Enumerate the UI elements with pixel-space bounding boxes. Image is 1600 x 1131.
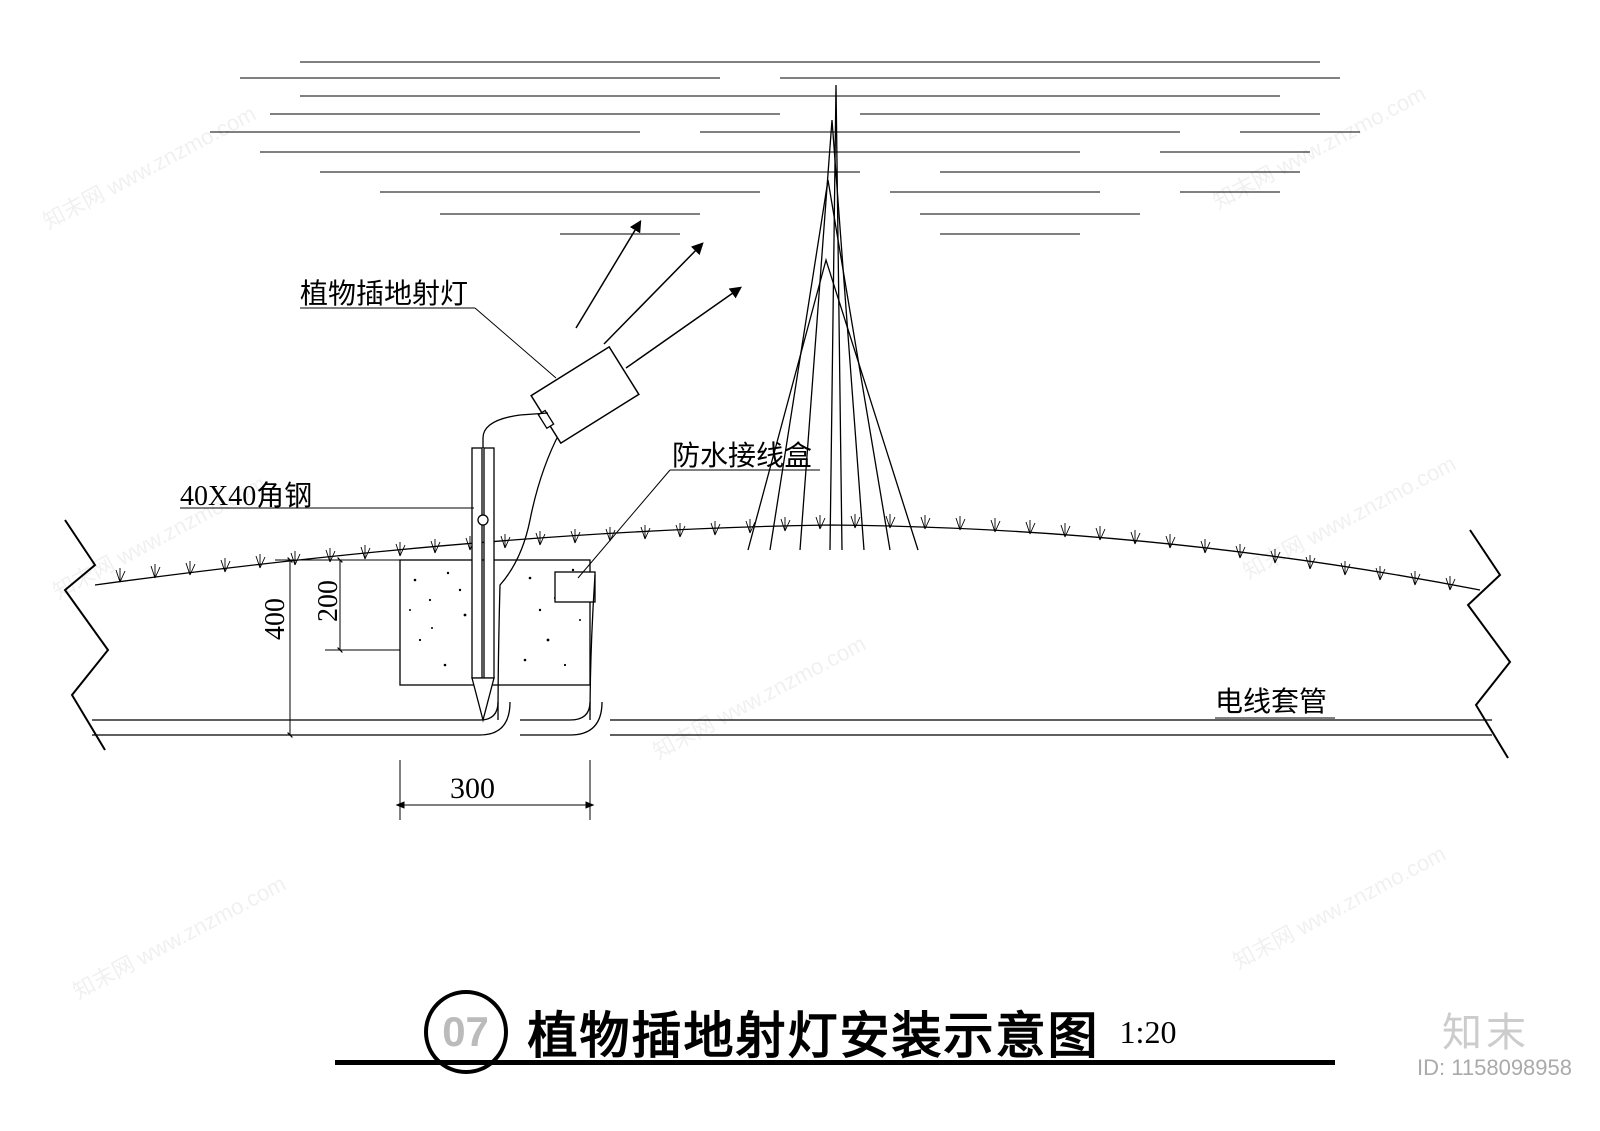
- lamp-bracket: [483, 413, 548, 448]
- title-text: 植物插地射灯安装示意图: [528, 996, 1100, 1068]
- title-underline: [335, 1060, 1335, 1065]
- sky-hatching: [210, 62, 1360, 234]
- junction-box: [555, 572, 595, 602]
- ground-curve: [95, 525, 1480, 590]
- title-scale: 1:20: [1120, 1014, 1177, 1051]
- tree-silhouette: [748, 85, 918, 550]
- label-anglesteel: 40X40角钢: [180, 474, 312, 514]
- stake-collar: [478, 515, 488, 525]
- drawing-canvas: [0, 0, 1600, 1131]
- break-mark-left: [65, 520, 108, 750]
- id-text: ID: 1158098958: [1417, 1055, 1572, 1081]
- label-spotlight: 植物插地射灯: [300, 272, 468, 312]
- label-junction: 防水接线盒: [672, 434, 812, 474]
- light-rays: [576, 222, 740, 368]
- label-conduit: 电线套管: [1215, 680, 1327, 720]
- brand-text: 知末: [1442, 1000, 1530, 1058]
- dim-300-text: 300: [450, 772, 495, 806]
- dim-300: [400, 760, 590, 820]
- dim-200-text: 200: [313, 580, 345, 622]
- spotlight-head: [528, 347, 639, 445]
- dim-400-text: 400: [260, 598, 292, 640]
- title-number: 07: [442, 1008, 489, 1056]
- break-mark-right: [1468, 530, 1510, 758]
